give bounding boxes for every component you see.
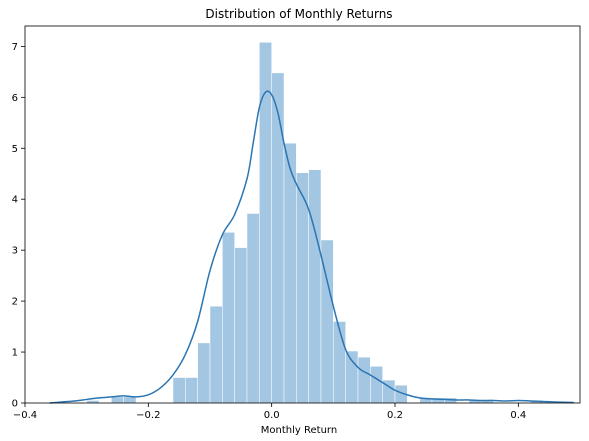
x-tick-label: 0.4 xyxy=(510,410,526,421)
y-tick-label: 3 xyxy=(12,246,18,257)
histogram-bar xyxy=(357,356,371,404)
y-tick-label: 7 xyxy=(12,42,18,53)
y-axis: 0 1 2 3 4 5 6 7 xyxy=(12,42,25,410)
x-tick-label: −0.2 xyxy=(136,410,160,421)
histogram-bar xyxy=(271,72,285,404)
y-tick-label: 0 xyxy=(12,399,18,410)
histogram-bar xyxy=(185,377,198,404)
chart-title: Distribution of Monthly Returns xyxy=(205,7,392,21)
x-axis: −0.4 −0.2 0.0 0.2 0.4 xyxy=(13,403,526,421)
x-axis-label: Monthly Return xyxy=(261,425,337,436)
histogram-bar xyxy=(296,172,309,404)
histogram-bar xyxy=(222,232,235,404)
histogram-bar xyxy=(234,247,248,404)
plot-frame xyxy=(24,25,581,404)
histogram-bar xyxy=(246,213,260,404)
histogram-bar xyxy=(283,142,297,404)
y-tick-label: 5 xyxy=(12,144,18,155)
kde-layer xyxy=(49,90,574,404)
y-tick-label: 4 xyxy=(12,195,18,206)
histogram-bar xyxy=(123,396,137,404)
histogram-bar xyxy=(197,342,211,404)
histogram-bar xyxy=(370,366,383,404)
bars-layer xyxy=(86,42,544,404)
y-tick-label: 1 xyxy=(12,348,18,359)
kde-line xyxy=(49,90,574,404)
x-tick-label: −0.4 xyxy=(13,410,37,421)
x-tick-label: 0.2 xyxy=(387,410,403,421)
histogram-bar xyxy=(209,305,223,404)
y-tick-label: 6 xyxy=(12,93,18,104)
histogram-bar xyxy=(333,321,346,404)
histogram-bar xyxy=(172,377,186,404)
histogram-bar xyxy=(259,42,272,404)
y-tick-label: 2 xyxy=(12,297,18,308)
x-tick-label: 0.0 xyxy=(264,410,280,421)
histogram-bar xyxy=(345,350,359,404)
histogram-bar xyxy=(308,169,322,404)
histogram-bar xyxy=(111,396,124,404)
